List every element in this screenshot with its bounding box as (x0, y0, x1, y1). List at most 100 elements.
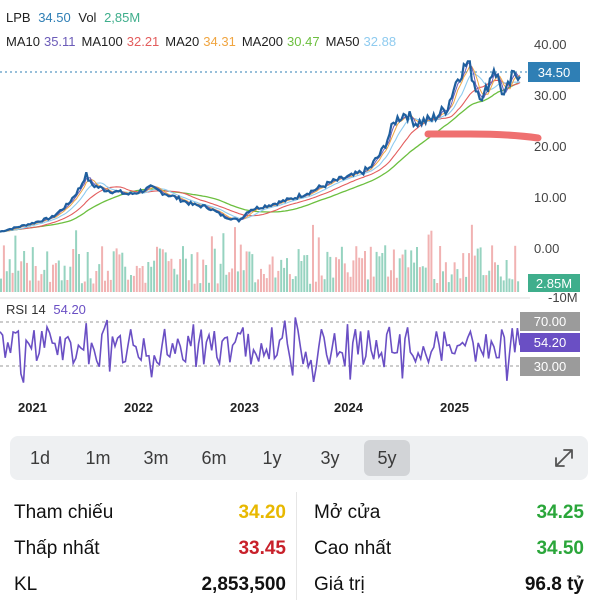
timeframe-1d[interactable]: 1d (29, 447, 51, 468)
volume-bar (202, 259, 205, 292)
volume-bar (147, 262, 150, 292)
volume-bar (329, 256, 332, 292)
ma100-line (0, 79, 521, 233)
volume-bar (499, 276, 502, 292)
volume-bar (323, 279, 326, 292)
price-chart[interactable]: LPB 34.50 Vol 2,85M MA10 35.11 MA100 32.21 M… (0, 0, 600, 420)
volume-bar (300, 261, 303, 292)
volume-bar (228, 272, 231, 292)
volume-bar (262, 274, 265, 292)
volume-bar (317, 237, 320, 292)
ma-legend-value: 30.47 (287, 34, 320, 49)
volume-bar (49, 281, 52, 292)
volume-bar (150, 266, 153, 292)
volume-bar (482, 275, 485, 292)
volume-bar (248, 251, 251, 292)
volume-bar (430, 230, 433, 292)
volume-bar (216, 283, 219, 292)
volume-bar (470, 224, 473, 292)
volume-bar (436, 283, 439, 292)
volume-bar (0, 278, 2, 292)
stat-row: Thấp nhất 33.45 (0, 532, 600, 566)
volume-bar (450, 274, 453, 292)
volume-bar (326, 251, 329, 292)
volume-bar (442, 271, 444, 292)
volume-bar (199, 283, 202, 292)
volume-bar (257, 279, 260, 292)
volume-bar (254, 282, 257, 292)
volume-bar (23, 251, 26, 292)
rsi-line (0, 317, 521, 383)
volume-bar (121, 252, 124, 292)
volume-axis-label: -10M (548, 290, 578, 305)
stat-row: Giá trị 96.8 tỷ (0, 568, 600, 602)
rsi-30-badge (520, 357, 580, 376)
ma-legend: MA10 35.11 MA100 32.21 MA20 34.31 MA200 30.47 MA… (6, 34, 396, 49)
volume-bar (468, 253, 470, 292)
volume-bar (352, 260, 355, 292)
volume-bar (208, 282, 210, 292)
volume-bar (95, 271, 98, 292)
volume-bar (332, 277, 335, 292)
timeframe-selector: 1d 1m 3m 6m 1y 3y 5y (10, 436, 588, 480)
volume-bar (173, 268, 176, 292)
volume-bar (265, 278, 268, 292)
timeframe-1y[interactable]: 1y (262, 447, 282, 468)
volume-bar (75, 230, 78, 292)
volume-bar (78, 254, 80, 292)
volume-bar (410, 250, 413, 292)
stats-divider (296, 492, 297, 600)
stat-value: 34.25 (536, 502, 584, 523)
volume-bar (213, 248, 216, 292)
timeframe-3m[interactable]: 3m (143, 447, 169, 468)
volume-bar (156, 246, 158, 292)
timeframe-1m[interactable]: 1m (85, 447, 111, 468)
volume-bar (349, 276, 352, 292)
volume-bar (141, 266, 144, 292)
ma10-line (0, 62, 521, 233)
volume-bar (462, 253, 465, 292)
year-label: 2023 (230, 400, 259, 415)
volume-bar (92, 283, 95, 292)
volume-bar (28, 280, 31, 292)
volume-bar (378, 256, 381, 292)
volume-bar (52, 264, 54, 292)
volume-bar (83, 281, 86, 292)
volume-bar (219, 263, 222, 292)
timeframe-5y[interactable]: 5y (364, 440, 410, 476)
volume-bar (138, 268, 141, 292)
timeframe-6m[interactable]: 6m (201, 447, 227, 468)
expand-icon[interactable] (550, 444, 578, 472)
stat-label: Thấp nhất (14, 538, 100, 559)
volume-bar (274, 277, 277, 292)
volume-bar (424, 267, 427, 292)
volume-bar (427, 234, 430, 292)
volume-bar (135, 265, 138, 292)
volume-bar (251, 254, 254, 292)
volume-bar (60, 280, 63, 292)
volume-bar (459, 278, 462, 292)
volume-bar (184, 258, 187, 292)
ma-legend-label: MA100 (82, 34, 123, 49)
volume-bar (101, 246, 104, 292)
rsi-30-text: 30.00 (534, 359, 567, 374)
volume-bar (407, 267, 410, 292)
volume-bar (179, 259, 182, 292)
ma-legend-value: 34.31 (203, 34, 236, 49)
volume-bar (124, 266, 127, 292)
last-price: 34.50 (38, 10, 71, 25)
timeframe-3y[interactable]: 3y (320, 447, 340, 468)
volume-bar (404, 249, 407, 292)
ma-legend-label: MA10 (6, 34, 40, 49)
volume-bar (421, 266, 424, 292)
volume-bar (115, 248, 118, 292)
price-axis-label: 40.00 (534, 37, 567, 52)
volume-bar (361, 258, 364, 292)
year-label: 2022 (124, 400, 153, 415)
volume-bar (80, 283, 83, 292)
volume-bar (433, 279, 436, 292)
ma50-line (0, 73, 521, 233)
price-axis-label: 20.00 (534, 139, 567, 154)
volume-bar (8, 259, 11, 292)
volume-bar (369, 246, 372, 292)
